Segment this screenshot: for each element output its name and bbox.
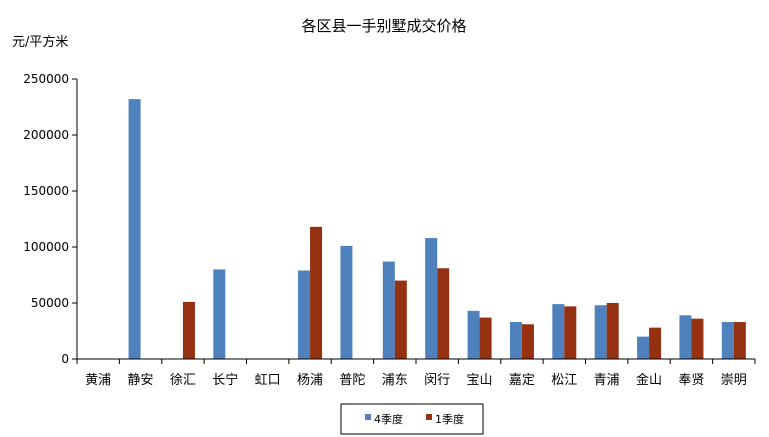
bar-宝山-4季度 (467, 310, 480, 359)
bar-松江-4季度 (552, 304, 565, 359)
legend-swatch (426, 414, 432, 420)
x-tick-label: 黄浦 (85, 373, 111, 388)
y-tick-label: 0 (61, 352, 69, 366)
x-tick-label: 静安 (128, 373, 154, 388)
bar-崇明-4季度 (721, 322, 734, 359)
x-tick-label: 闵行 (424, 373, 450, 388)
bar-宝山-1季度 (479, 317, 492, 359)
bar-静安-4季度 (128, 99, 141, 359)
x-axis-ticks: 黄浦 静安 徐汇 长宁 虹口 杨浦 普陀 浦东 闵行 宝山 嘉定 松江 青浦 金山 奉贤 崇明 (76, 359, 756, 388)
x-tick-label: 虹口 (255, 373, 281, 388)
y-tick-label: 200000 (23, 128, 69, 142)
bar-嘉定-4季度 (509, 322, 522, 359)
y-tick-label: 50000 (31, 296, 69, 310)
bar-奉贤-1季度 (691, 318, 704, 359)
y-tick-label: 250000 (23, 72, 69, 86)
bar-杨浦-1季度 (310, 226, 323, 359)
y-tick-label: 100000 (23, 240, 69, 254)
bar-普陀-4季度 (340, 245, 353, 359)
x-tick-label: 崇明 (721, 373, 747, 388)
axes (76, 79, 755, 360)
bar-奉贤-4季度 (679, 315, 692, 359)
legend-label: 4季度 (374, 412, 403, 426)
bar-浦东-1季度 (394, 280, 407, 359)
legend: 4季度 1季度 (340, 403, 484, 435)
x-tick-label: 普陀 (339, 372, 365, 388)
bar-浦东-4季度 (382, 261, 395, 359)
x-tick-label: 松江 (551, 373, 577, 388)
x-tick-label: 浦东 (382, 373, 408, 388)
bar-金山-1季度 (649, 327, 662, 359)
bar-青浦-4季度 (594, 305, 607, 359)
bar-青浦-1季度 (606, 303, 619, 359)
chart-title: 各区县一手别墅成交价格 (301, 17, 466, 35)
bar-杨浦-4季度 (298, 270, 311, 359)
bar-金山-4季度 (637, 336, 650, 359)
y-axis-label: 元/平方米 (12, 34, 68, 50)
bar-嘉定-1季度 (521, 324, 534, 359)
bar-松江-1季度 (564, 306, 577, 359)
x-tick-label: 宝山 (467, 373, 493, 388)
x-tick-label: 金山 (636, 372, 662, 388)
bar-徐汇-1季度 (182, 301, 195, 359)
x-tick-label: 徐汇 (170, 373, 196, 388)
x-tick-label: 杨浦 (297, 373, 323, 388)
legend-label: 1季度 (435, 412, 464, 426)
legend-box (340, 403, 484, 435)
y-axis-ticks: 0 50000 100000 150000 200000 250000 (23, 72, 77, 366)
x-tick-label: 奉贤 (678, 373, 704, 388)
bar-崇明-1季度 (733, 322, 746, 359)
y-tick-label: 150000 (23, 184, 69, 198)
x-tick-label: 嘉定 (509, 373, 535, 388)
bar-闵行-4季度 (425, 238, 438, 359)
x-tick-label: 青浦 (594, 373, 620, 388)
bar-长宁-4季度 (213, 269, 226, 359)
x-tick-label: 长宁 (212, 372, 238, 388)
bars (128, 99, 746, 359)
bar-闵行-1季度 (437, 268, 450, 359)
legend-swatch (365, 414, 371, 420)
